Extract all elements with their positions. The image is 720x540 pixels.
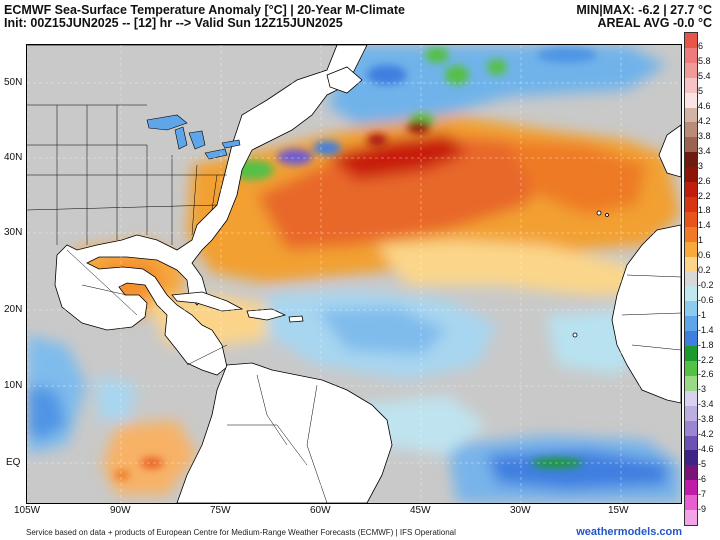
min-max-readout: MIN|MAX: -6.2 | 27.7 °C xyxy=(576,3,712,17)
colorbar xyxy=(684,32,698,526)
init-valid-time: Init: 00Z15JUN2025 -- [12] hr --> Valid … xyxy=(4,16,343,30)
colorbar-label: 3.4 xyxy=(698,145,711,156)
colorbar-label: 5.4 xyxy=(698,71,711,82)
colorbar-label: -4.2 xyxy=(698,429,714,440)
colorbar-label: -2.2 xyxy=(698,354,714,365)
colorbar-swatch xyxy=(685,405,697,422)
colorbar-swatch xyxy=(685,33,697,49)
colorbar-swatch xyxy=(685,62,697,79)
sst-anomaly-map xyxy=(26,44,682,504)
colorbar-label: -1.4 xyxy=(698,324,714,335)
lat-label: 50N xyxy=(4,77,23,88)
colorbar-label: -9 xyxy=(698,503,707,514)
anomaly-detail xyxy=(114,47,597,480)
colorbar-swatch xyxy=(685,361,697,377)
colorbar-swatch xyxy=(685,107,697,123)
colorbar-swatch xyxy=(685,301,697,317)
great-lakes xyxy=(146,114,241,160)
political-borders xyxy=(27,104,681,503)
colorbar-swatch xyxy=(685,331,697,347)
south-america-land xyxy=(176,362,393,503)
colorbar-swatch xyxy=(685,286,697,302)
colorbar-label: 1.4 xyxy=(698,220,711,231)
colorbar-swatch xyxy=(685,211,697,228)
colorbar-label: -0.2 xyxy=(698,279,714,290)
colorbar-swatch xyxy=(685,137,697,153)
lon-label: 75W xyxy=(210,505,231,516)
colorbar-swatch xyxy=(685,182,697,198)
colorbar-label: -1.8 xyxy=(698,339,714,350)
colorbar-swatch xyxy=(685,465,697,481)
colorbar-swatch xyxy=(685,420,697,437)
iberia-land xyxy=(658,124,681,178)
colorbar-swatch xyxy=(685,510,697,526)
colorbar-label: 0.6 xyxy=(698,250,711,261)
colorbar-swatch xyxy=(685,92,697,109)
lat-label: 20N xyxy=(4,304,23,315)
north-america-land xyxy=(27,45,368,376)
colorbar-label: 1 xyxy=(698,235,704,246)
map-title: ECMWF Sea-Surface Temperature Anomaly [°… xyxy=(4,3,405,17)
colorbar-swatch xyxy=(685,167,697,183)
colorbar-label: -3.4 xyxy=(698,399,714,410)
lon-label: 90W xyxy=(110,505,131,516)
colorbar-label: -1 xyxy=(698,309,707,320)
lon-label: 45W xyxy=(410,505,431,516)
colorbar-swatch xyxy=(685,480,697,496)
colorbar-swatch xyxy=(685,122,697,138)
colorbar-label: 3 xyxy=(698,160,704,171)
colorbar-label: 5 xyxy=(698,86,704,97)
areal-average-readout: AREAL AVG -0.0 °C xyxy=(597,16,712,30)
brand-link[interactable]: weathermodels.com xyxy=(576,526,682,538)
colorbar-label: 4.6 xyxy=(698,101,711,112)
colorbar-swatch xyxy=(685,226,697,243)
colorbar-swatch xyxy=(685,390,697,407)
colorbar-label: -6 xyxy=(698,473,707,484)
lon-label: 60W xyxy=(310,505,331,516)
colorbar-label: 6 xyxy=(698,41,704,52)
colorbar-label: -4.6 xyxy=(698,443,714,454)
lat-label: 10N xyxy=(4,380,23,391)
newfoundland-island xyxy=(326,66,363,94)
colorbar-swatch xyxy=(685,197,697,213)
colorbar-swatch xyxy=(685,256,697,273)
colorbar-swatch xyxy=(685,152,697,168)
colorbar-label: -2.6 xyxy=(698,369,714,380)
colorbar-label: -3 xyxy=(698,384,707,395)
colorbar-swatch xyxy=(685,495,697,511)
lon-label: 105W xyxy=(14,505,41,516)
colorbar-label: 5.8 xyxy=(698,56,711,67)
graticule xyxy=(27,45,681,503)
credit-footer: Service based on data + products of Euro… xyxy=(26,528,456,537)
colorbar-swatch xyxy=(685,450,697,466)
lon-label: 30W xyxy=(510,505,531,516)
colorbar-label: 1.8 xyxy=(698,205,711,216)
colorbar-swatch xyxy=(685,375,697,392)
lat-label: EQ xyxy=(6,457,21,468)
map-canvas xyxy=(27,45,681,503)
colorbar-swatch xyxy=(685,346,697,362)
colorbar-swatch xyxy=(685,435,697,451)
colorbar-label: 4.2 xyxy=(698,115,711,126)
hispaniola-island xyxy=(246,308,287,321)
colorbar-label: -5 xyxy=(698,458,707,469)
colorbar-swatch xyxy=(685,47,697,64)
colorbar-label: 2.6 xyxy=(698,175,711,186)
colorbar-label: 0.2 xyxy=(698,265,711,276)
colorbar-swatch xyxy=(685,241,697,258)
colorbar-label: -3.8 xyxy=(698,414,714,425)
puerto-rico-island xyxy=(288,315,304,323)
colorbar-swatch xyxy=(685,77,697,94)
colorbar-swatch xyxy=(685,271,697,287)
colorbar-label: 3.8 xyxy=(698,130,711,141)
lat-label: 30N xyxy=(4,227,23,238)
colorbar-label: -0.6 xyxy=(698,294,714,305)
lat-label: 40N xyxy=(4,152,23,163)
colorbar-label: 2.2 xyxy=(698,190,711,201)
colorbar-swatch xyxy=(685,316,697,332)
lon-label: 15W xyxy=(608,505,629,516)
colorbar-label: -7 xyxy=(698,488,707,499)
